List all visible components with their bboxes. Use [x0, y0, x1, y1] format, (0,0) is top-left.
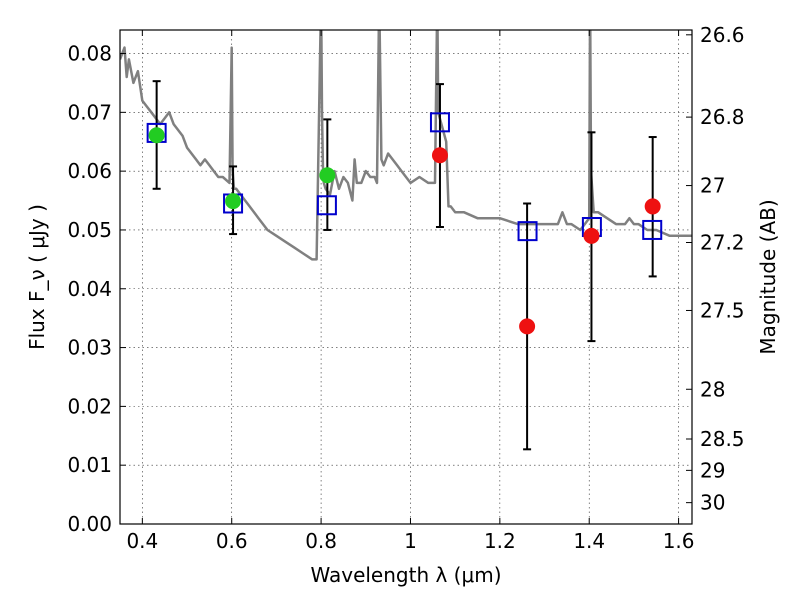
x-tick-label: 1.2	[484, 529, 516, 553]
y-tick-label: 0.00	[67, 512, 112, 536]
y-tick-label: 0.03	[67, 336, 112, 360]
x-tick-label: 0.6	[216, 529, 248, 553]
right-tick-label: 27.5	[700, 298, 745, 322]
x-tick-label: 1	[404, 529, 417, 553]
right-tick-label: 28.5	[700, 427, 745, 451]
model-box	[517, 221, 538, 242]
y-tick-label: 0.08	[67, 42, 112, 66]
model-box	[316, 195, 337, 216]
y-tick-label: 0.06	[67, 159, 112, 183]
plot-frame	[119, 29, 693, 525]
x-axis-label: Wavelength λ (μm)	[310, 563, 501, 587]
detection-point	[319, 167, 336, 184]
right-tick-label: 26.6	[700, 23, 745, 47]
nondetection-point	[644, 198, 661, 215]
right-tick-label: 29	[700, 458, 725, 482]
model-box	[642, 219, 663, 240]
y-tick-label: 0.02	[67, 394, 112, 418]
right-tick-label: 30	[700, 491, 725, 515]
x-tick-label: 1.6	[663, 529, 695, 553]
right-tick-label: 28	[700, 377, 725, 401]
right-tick-label: 26.8	[700, 105, 745, 129]
y-axis-label: Flux F_ν ( μJy )	[25, 204, 49, 350]
y-tick-label: 0.04	[67, 277, 112, 301]
y-tick-label: 0.01	[67, 453, 112, 477]
detection-point	[225, 193, 242, 210]
ticks: 0.4 0.6 0.8 1 1.2 1.4 1.6 0.00 0.01 0.02 0.03 0.04 0…	[67, 23, 744, 553]
spectrum-line	[120, 30, 692, 261]
nondetection-point	[583, 227, 600, 244]
y-tick-label: 0.07	[67, 100, 112, 124]
model-box	[429, 112, 450, 133]
y-tick-label: 0.05	[67, 218, 112, 242]
grid	[120, 30, 692, 525]
right-tick-label: 27	[700, 174, 725, 198]
nondetection-point	[519, 318, 536, 335]
right-tick-label: 27.2	[700, 231, 745, 255]
plot-data	[120, 30, 692, 451]
x-tick-label: 1.4	[573, 529, 605, 553]
detection-point	[148, 127, 165, 144]
plot-area	[120, 30, 692, 451]
x-tick-label: 0.8	[305, 529, 337, 553]
nondetection-point	[431, 147, 448, 164]
right-axis-label: Magnitude (AB)	[756, 199, 780, 354]
x-tick-label: 0.4	[126, 529, 158, 553]
